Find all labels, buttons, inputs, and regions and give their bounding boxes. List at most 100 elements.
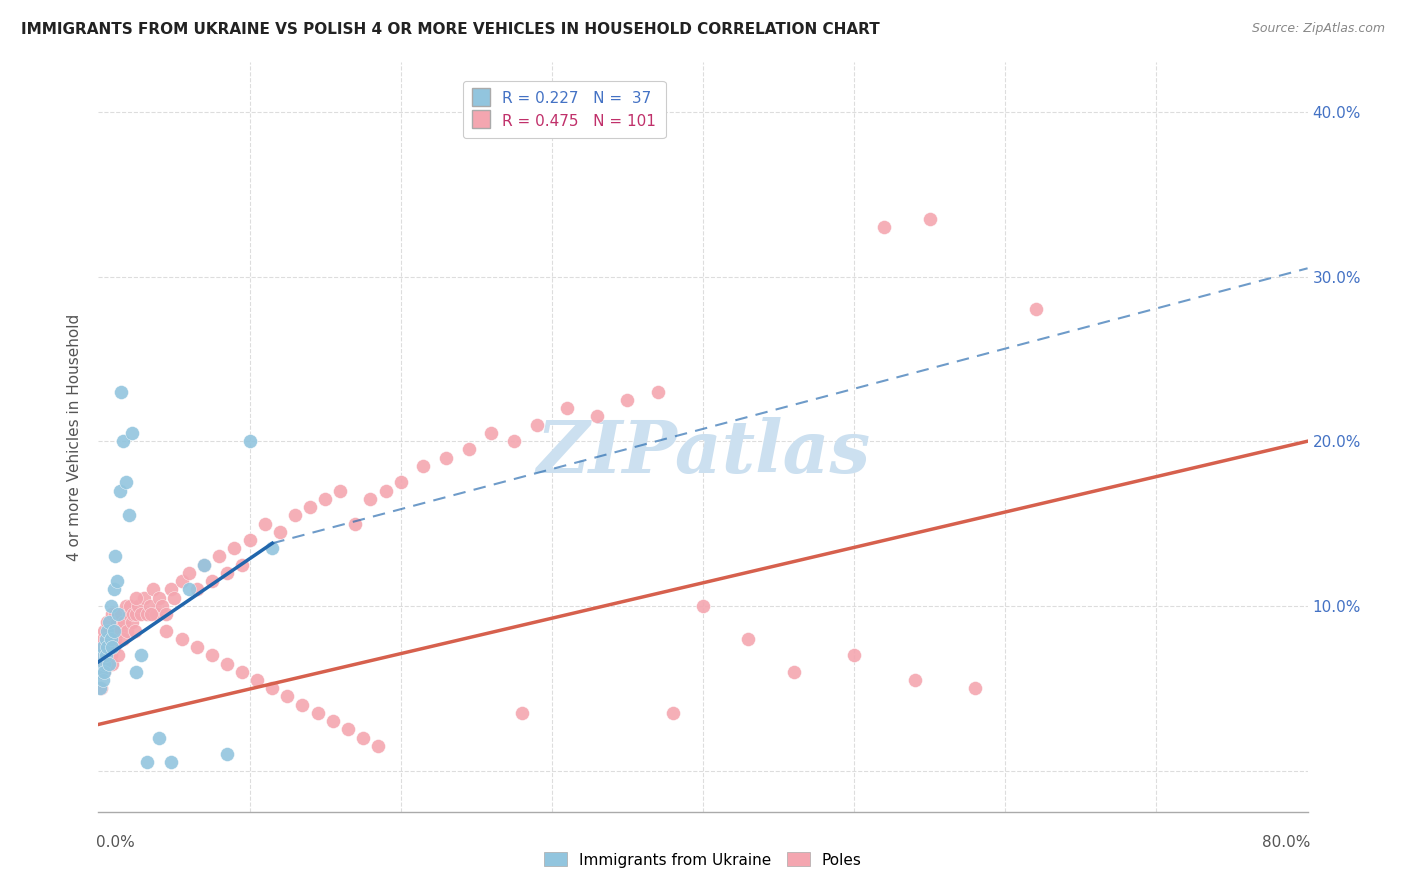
Point bbox=[215, 566, 238, 580]
Point bbox=[844, 648, 866, 663]
Point bbox=[114, 475, 136, 490]
Point bbox=[135, 607, 157, 621]
Point bbox=[90, 648, 112, 663]
Point bbox=[129, 607, 152, 621]
Point bbox=[412, 458, 434, 473]
Point bbox=[160, 582, 183, 597]
Point bbox=[193, 558, 215, 572]
Point bbox=[201, 574, 224, 589]
Text: ZIPatlas: ZIPatlas bbox=[536, 417, 870, 488]
Point bbox=[145, 607, 167, 621]
Point bbox=[737, 632, 759, 646]
Point bbox=[141, 607, 163, 621]
Point bbox=[105, 615, 128, 630]
Point bbox=[1024, 302, 1046, 317]
Point bbox=[299, 500, 322, 514]
Point bbox=[98, 624, 121, 638]
Point bbox=[103, 624, 125, 638]
Point bbox=[89, 665, 111, 679]
Point bbox=[262, 681, 284, 696]
Point bbox=[111, 434, 134, 449]
Point bbox=[186, 582, 208, 597]
Point bbox=[91, 657, 114, 671]
Point bbox=[307, 706, 329, 720]
Point bbox=[246, 673, 269, 687]
Point bbox=[904, 673, 927, 687]
Point bbox=[127, 599, 149, 613]
Point bbox=[231, 665, 253, 679]
Point bbox=[918, 211, 941, 226]
Point bbox=[91, 673, 114, 687]
Text: 0.0%: 0.0% bbox=[96, 836, 135, 850]
Point bbox=[91, 632, 114, 646]
Point bbox=[98, 640, 121, 654]
Point bbox=[110, 384, 132, 399]
Point bbox=[118, 508, 141, 523]
Point bbox=[170, 632, 193, 646]
Y-axis label: 4 or more Vehicles in Household: 4 or more Vehicles in Household bbox=[67, 313, 83, 561]
Point bbox=[93, 624, 115, 638]
Point bbox=[510, 706, 533, 720]
Point bbox=[457, 442, 479, 457]
Point bbox=[100, 599, 122, 613]
Point bbox=[129, 648, 152, 663]
Point bbox=[120, 599, 142, 613]
Point bbox=[135, 756, 157, 770]
Point bbox=[329, 483, 352, 498]
Point bbox=[186, 640, 208, 654]
Point bbox=[96, 624, 118, 638]
Point bbox=[94, 640, 117, 654]
Point bbox=[344, 516, 367, 531]
Point bbox=[276, 690, 298, 704]
Point bbox=[118, 607, 141, 621]
Point bbox=[481, 425, 503, 440]
Point bbox=[314, 491, 336, 506]
Point bbox=[269, 524, 291, 539]
Text: IMMIGRANTS FROM UKRAINE VS POLISH 4 OR MORE VEHICLES IN HOUSEHOLD CORRELATION CH: IMMIGRANTS FROM UKRAINE VS POLISH 4 OR M… bbox=[21, 22, 880, 37]
Point bbox=[224, 541, 246, 556]
Point bbox=[352, 731, 374, 745]
Point bbox=[104, 607, 127, 621]
Point bbox=[139, 599, 162, 613]
Point bbox=[89, 681, 111, 696]
Point bbox=[616, 392, 638, 407]
Point bbox=[526, 417, 548, 432]
Legend: Immigrants from Ukraine, Poles: Immigrants from Ukraine, Poles bbox=[538, 847, 868, 873]
Point bbox=[115, 624, 138, 638]
Point bbox=[148, 731, 170, 745]
Point bbox=[155, 607, 177, 621]
Point bbox=[586, 409, 609, 424]
Point bbox=[125, 665, 148, 679]
Point bbox=[155, 624, 177, 638]
Point bbox=[91, 640, 114, 654]
Point bbox=[101, 607, 124, 621]
Point bbox=[125, 607, 148, 621]
Point bbox=[98, 657, 121, 671]
Text: Source: ZipAtlas.com: Source: ZipAtlas.com bbox=[1251, 22, 1385, 36]
Point bbox=[93, 665, 115, 679]
Point bbox=[103, 624, 125, 638]
Point bbox=[107, 607, 129, 621]
Point bbox=[121, 425, 143, 440]
Point bbox=[107, 648, 129, 663]
Point bbox=[170, 574, 193, 589]
Point bbox=[93, 657, 115, 671]
Point bbox=[231, 558, 253, 572]
Point bbox=[150, 599, 173, 613]
Point bbox=[873, 220, 896, 235]
Text: 80.0%: 80.0% bbox=[1263, 836, 1310, 850]
Point bbox=[262, 541, 284, 556]
Point bbox=[208, 549, 231, 564]
Point bbox=[122, 607, 145, 621]
Point bbox=[108, 624, 131, 638]
Point bbox=[93, 665, 115, 679]
Point bbox=[179, 582, 201, 597]
Point bbox=[253, 516, 276, 531]
Point bbox=[101, 657, 124, 671]
Point bbox=[692, 599, 714, 613]
Point bbox=[110, 607, 132, 621]
Point bbox=[94, 648, 117, 663]
Point bbox=[132, 591, 155, 605]
Point bbox=[503, 434, 526, 449]
Point bbox=[100, 648, 122, 663]
